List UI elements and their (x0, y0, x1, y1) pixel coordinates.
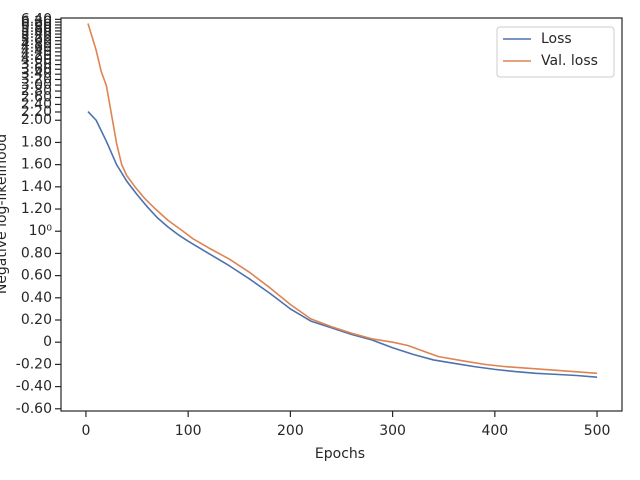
y-tick-label: 4.60 (21, 40, 52, 56)
y-tick-label: 1.80 (21, 134, 52, 150)
y-tick-label: 3.20 (21, 71, 52, 87)
y-tick-label: 6.20 (21, 14, 52, 30)
y-tick-label: 0.60 (21, 268, 52, 284)
y-tick-label: 6.00 (21, 17, 52, 33)
legend-label: Val. loss (541, 53, 598, 69)
y-tick-label: 4.80 (21, 36, 52, 52)
y-tick-label: 2.80 (21, 83, 52, 99)
y-tick-label: 0.80 (21, 245, 52, 261)
y-tick-label: -0.20 (16, 356, 52, 372)
y-tick-label: 1.40 (21, 179, 52, 195)
y-tick-label: 2.60 (21, 89, 52, 105)
x-axis-label: Epochs (315, 446, 365, 462)
y-tick-label: 2.20 (21, 104, 52, 120)
y-tick-label: 10⁰ (29, 223, 53, 239)
data-line (87, 111, 598, 378)
y-tick-label: 0 (43, 334, 52, 350)
y-tick-label: 1.60 (21, 157, 52, 173)
x-tick-label: 400 (481, 423, 508, 439)
y-tick-label: 4.20 (21, 48, 52, 64)
y-tick-label: 3.00 (21, 77, 52, 93)
y-tick-label: 5.60 (21, 23, 52, 39)
y-tick-label: 5.80 (21, 20, 52, 36)
legend-label: Loss (541, 31, 572, 47)
y-axis-label: Negative log-likelihood (0, 134, 10, 294)
x-tick-label: 500 (584, 423, 611, 439)
y-tick-label: 4.00 (21, 52, 52, 68)
y-tick-label: 3.60 (21, 61, 52, 77)
y-tick-label: 5.40 (21, 26, 52, 42)
y-tick-label: -0.40 (16, 379, 52, 395)
y-tick-label: 5.00 (21, 33, 52, 49)
y-tick-label: 2.00 (21, 112, 52, 128)
y-tick-label: 3.80 (21, 57, 52, 73)
y-tick-label: -0.60 (16, 401, 52, 417)
y-tick-label: 6.40 (21, 11, 52, 27)
y-tick-label: 0.40 (21, 290, 52, 306)
x-tick-label: 0 (81, 423, 90, 439)
y-tick-label: 3.40 (21, 66, 52, 82)
axes-frame (60, 17, 623, 412)
data-line (87, 23, 598, 375)
x-tick-label: 100 (175, 423, 202, 439)
y-tick-label: 5.20 (21, 29, 52, 45)
x-tick-label: 200 (277, 423, 304, 439)
x-tick-label: 300 (379, 423, 406, 439)
y-tick-label: 1.20 (21, 201, 52, 217)
y-tick-label: 4.40 (21, 44, 52, 60)
y-tick-label: 0.20 (21, 312, 52, 328)
y-tick-label: 2.40 (21, 96, 52, 112)
